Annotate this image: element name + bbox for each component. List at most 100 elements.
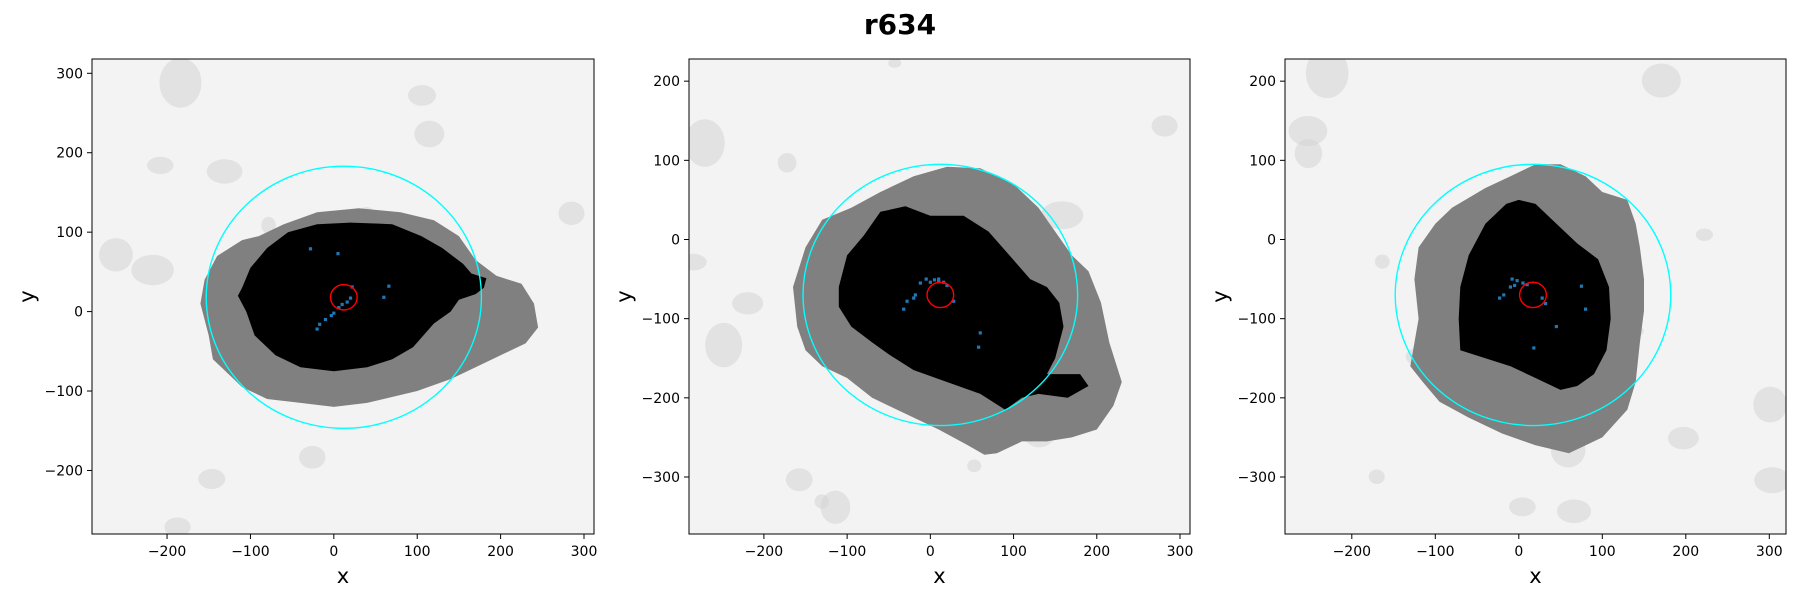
data-point <box>952 299 956 303</box>
data-point <box>1515 279 1519 283</box>
noise-blob <box>689 119 725 167</box>
data-point <box>945 283 949 288</box>
noise-blob <box>814 494 829 509</box>
data-point <box>977 345 981 349</box>
core-region <box>1458 199 1611 390</box>
x-tick-label: 300 <box>571 544 598 560</box>
noise-blob <box>1753 386 1786 423</box>
data-point <box>1510 277 1514 281</box>
outer-circle <box>1394 163 1672 427</box>
y-tick-label: −200 <box>642 391 680 407</box>
noise-blob <box>1305 59 1349 99</box>
x-axis-label: x <box>933 564 945 588</box>
core-region <box>237 222 487 372</box>
core-region <box>838 206 1089 410</box>
data-point <box>382 295 386 299</box>
data-point <box>345 300 349 304</box>
data-point <box>1540 296 1544 300</box>
noise-blob <box>967 459 982 473</box>
y-tick-label: −100 <box>642 312 680 328</box>
x-tick-label: 300 <box>1756 544 1783 560</box>
noise-blob <box>1040 201 1084 230</box>
data-point <box>924 277 928 281</box>
data-point <box>937 279 941 284</box>
x-tick-label: 200 <box>487 544 514 560</box>
y-tick-label: 0 <box>1267 233 1276 249</box>
y-tick-label: 200 <box>653 74 680 90</box>
data-point <box>978 331 982 335</box>
x-axis-label: x <box>337 564 349 588</box>
noise-blob <box>1641 63 1681 98</box>
noise-blob <box>705 322 743 368</box>
y-axis-label: y <box>1208 290 1232 302</box>
x-tick-label: 100 <box>1000 544 1027 560</box>
y-tick-label: 200 <box>56 146 83 162</box>
noise-blob <box>1374 254 1390 269</box>
noise-blob <box>1294 138 1323 169</box>
data-point <box>308 247 313 251</box>
data-point <box>323 317 328 322</box>
plot-area <box>689 59 1190 534</box>
noise-blob <box>1288 115 1328 147</box>
noise-blob <box>1151 115 1178 137</box>
data-point <box>340 302 344 307</box>
outer-circle <box>205 165 483 430</box>
x-tick-label: 200 <box>1672 544 1699 560</box>
noise-blob <box>888 59 902 68</box>
y-tick-label: −100 <box>45 384 83 400</box>
x-tick-label: 0 <box>926 544 935 560</box>
noise-blob <box>198 468 226 489</box>
inner-circle <box>1518 281 1548 309</box>
outer-circle <box>802 163 1079 427</box>
data-point <box>918 281 922 285</box>
noise-blob <box>1509 497 1536 517</box>
y-tick-label: −300 <box>1238 470 1276 486</box>
x-tick-label: 100 <box>1589 544 1616 560</box>
y-tick-label: 100 <box>653 153 680 169</box>
data-point <box>928 280 932 284</box>
noise-blob <box>558 201 585 226</box>
noise-blob <box>408 85 437 106</box>
noise-blob <box>785 468 813 492</box>
x-tick-label: −200 <box>148 544 186 560</box>
panel-1: −200 −100 0 100 200 300 −200 −100 0 100 200 300 x y <box>15 58 597 588</box>
data-point <box>336 252 340 256</box>
x-tick-label: −200 <box>1333 544 1371 560</box>
y-axis-label: y <box>612 290 636 302</box>
x-axis-label: x <box>1529 564 1541 588</box>
data-point <box>1508 285 1513 289</box>
y-tick-label: −200 <box>1238 391 1276 407</box>
data-point <box>329 313 333 318</box>
x-tick-label: 100 <box>404 544 431 560</box>
panel-2: −200 −100 0 100 200 300 −300 −200 −100 0 100 200 x y <box>612 58 1193 588</box>
noise-blob <box>414 120 445 148</box>
noise-blob <box>164 517 191 534</box>
data-point <box>1521 281 1525 285</box>
x-tick-label: −100 <box>1416 544 1454 560</box>
noise-blob <box>299 445 326 469</box>
data-point <box>905 299 909 303</box>
data-point <box>1579 284 1584 288</box>
noise-blob <box>1695 228 1713 241</box>
x-tick-label: −100 <box>231 544 269 560</box>
x-tick-label: 200 <box>1083 544 1110 560</box>
data-point <box>912 296 916 300</box>
plot-area <box>92 59 594 534</box>
x-tick-label: 300 <box>1167 544 1194 560</box>
x-tick-label: −100 <box>828 544 866 560</box>
data-point <box>337 306 341 310</box>
noise-blob <box>159 59 202 108</box>
y-tick-label: −300 <box>642 470 680 486</box>
y-tick-label: 100 <box>1249 153 1276 169</box>
data-point <box>1513 283 1517 288</box>
x-tick-label: −200 <box>745 544 783 560</box>
data-point <box>348 296 353 300</box>
y-tick-label: −200 <box>45 463 83 479</box>
data-point <box>937 277 941 281</box>
data-point <box>1497 296 1502 300</box>
noise-blob <box>1556 499 1592 524</box>
y-tick-label: −100 <box>1238 312 1276 328</box>
noise-blob <box>206 159 243 184</box>
noise-blob <box>147 156 174 174</box>
